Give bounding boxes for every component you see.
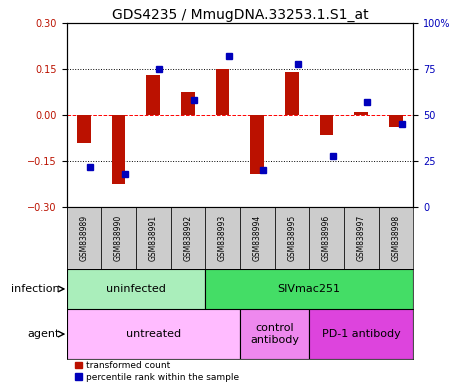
Bar: [379, 207, 413, 269]
Text: GSM838997: GSM838997: [357, 215, 366, 261]
Bar: [240, 207, 275, 269]
Bar: [112, 115, 125, 184]
Bar: [320, 115, 333, 135]
Text: GSM838990: GSM838990: [114, 215, 123, 261]
Bar: [389, 115, 403, 127]
Bar: [66, 207, 101, 269]
Text: uninfected: uninfected: [106, 284, 166, 294]
Text: untreated: untreated: [125, 329, 181, 339]
Bar: [181, 92, 195, 115]
Bar: [171, 207, 205, 269]
Text: GSM838995: GSM838995: [287, 215, 296, 261]
Text: GSM838992: GSM838992: [183, 215, 192, 261]
Text: agent: agent: [27, 329, 59, 339]
Bar: [216, 69, 229, 115]
Legend: transformed count, percentile rank within the sample: transformed count, percentile rank withi…: [71, 358, 243, 384]
Title: GDS4235 / MmugDNA.33253.1.S1_at: GDS4235 / MmugDNA.33253.1.S1_at: [112, 8, 368, 22]
Bar: [275, 207, 309, 269]
Text: GSM838989: GSM838989: [79, 215, 88, 261]
Bar: [285, 72, 299, 115]
Bar: [205, 269, 413, 309]
Bar: [344, 207, 379, 269]
Bar: [205, 207, 240, 269]
Text: SIVmac251: SIVmac251: [278, 284, 341, 294]
Bar: [136, 207, 171, 269]
Bar: [66, 269, 205, 309]
Text: infection: infection: [11, 284, 59, 294]
Bar: [250, 115, 264, 174]
Bar: [309, 309, 413, 359]
Text: GSM838998: GSM838998: [391, 215, 400, 261]
Bar: [240, 309, 309, 359]
Text: GSM838994: GSM838994: [253, 215, 262, 261]
Text: GSM838993: GSM838993: [218, 215, 227, 261]
Text: GSM838996: GSM838996: [322, 215, 331, 261]
Bar: [66, 309, 240, 359]
Bar: [101, 207, 136, 269]
Bar: [309, 207, 344, 269]
Text: PD-1 antibody: PD-1 antibody: [322, 329, 400, 339]
Text: GSM838991: GSM838991: [149, 215, 158, 261]
Text: control
antibody: control antibody: [250, 323, 299, 345]
Bar: [354, 112, 368, 115]
Bar: [146, 75, 160, 115]
Bar: [77, 115, 91, 143]
